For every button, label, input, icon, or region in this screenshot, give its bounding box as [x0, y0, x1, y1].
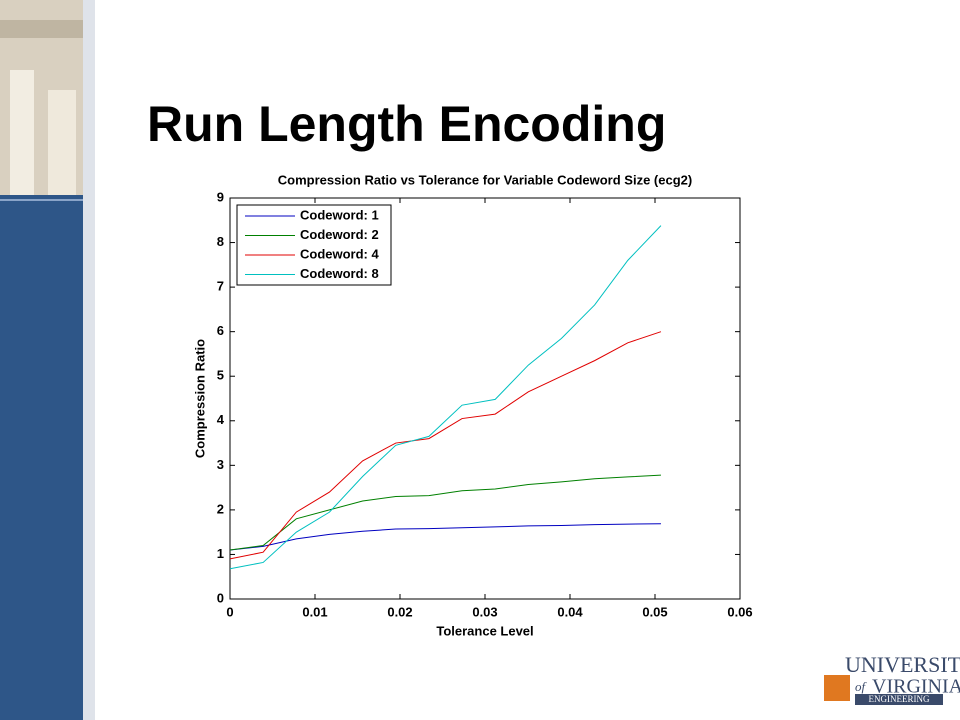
x-tick-label: 0.05 [642, 604, 667, 619]
slide-title: Run Length Encoding [147, 96, 666, 152]
line [229, 523, 661, 551]
x-tick-label: 0.01 [302, 604, 327, 619]
y-tick-label: 1 [217, 546, 224, 561]
legend [236, 204, 392, 286]
y-tick-label: 6 [217, 323, 224, 338]
column [10, 70, 34, 195]
side-shadow [83, 0, 95, 720]
legend-label: Codeword: 2 [300, 227, 379, 242]
line [229, 474, 661, 551]
y-tick-label: 4 [217, 412, 225, 427]
y-tick-label: 3 [217, 457, 224, 472]
y-tick-label: 9 [217, 189, 224, 204]
x-tick-label: 0.03 [472, 604, 497, 619]
chart-title: Compression Ratio vs Tolerance for Varia… [278, 172, 692, 187]
line [229, 225, 662, 570]
cornice [0, 20, 83, 38]
y-tick-label: 5 [217, 368, 224, 383]
legend-label: Codeword: 8 [300, 266, 379, 281]
y-tick-label: 7 [217, 279, 224, 294]
logo: UNIVERSITY of VIRGINIA ENGINEERING [824, 652, 960, 705]
legend-label: Codeword: 4 [300, 246, 379, 261]
x-tick-label: 0.06 [727, 604, 752, 619]
logo-text: UNIVERSITY [845, 652, 960, 677]
x-tick-label: 0 [226, 604, 233, 619]
line [229, 331, 662, 560]
column [48, 90, 76, 195]
chart: Compression Ratio vs Tolerance for Varia… [192, 172, 752, 638]
y-tick-label: 2 [217, 501, 224, 516]
logo-icon [824, 675, 850, 701]
logo-text: ENGINEERING [869, 694, 930, 704]
x-axis-label: Tolerance Level [436, 623, 533, 638]
y-tick-label: 0 [217, 590, 224, 605]
logo-band [855, 694, 943, 705]
legend-label: Codeword: 1 [300, 207, 379, 222]
y-tick-label: 8 [217, 234, 224, 249]
logo-text: VIRGINIA [872, 676, 960, 698]
y-axis-label: Compression Ratio [192, 339, 207, 458]
x-tick-label: 0.04 [557, 604, 583, 619]
x-tick-label: 0.02 [387, 604, 412, 619]
logo-text: of [855, 679, 868, 694]
